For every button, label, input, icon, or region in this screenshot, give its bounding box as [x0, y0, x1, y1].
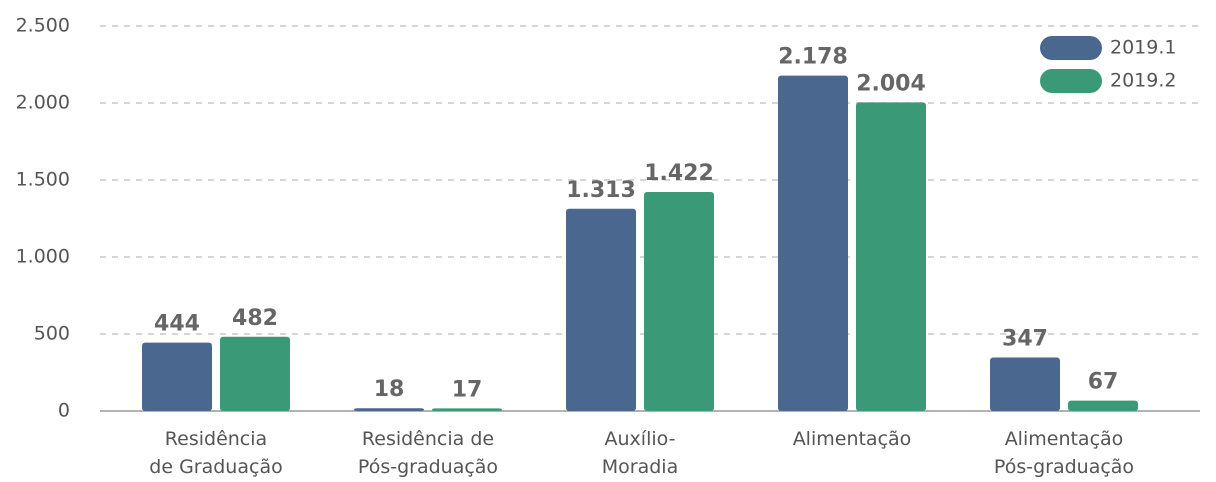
x-tick-line: Alimentação [1005, 428, 1124, 450]
bar [432, 408, 502, 411]
legend-swatch [1040, 69, 1102, 93]
y-tick-label: 500 [34, 323, 70, 345]
value-label: 17 [452, 377, 483, 402]
value-label: 1.422 [644, 161, 714, 186]
x-tick-label: Auxílio- Moradia [602, 428, 678, 478]
bar [644, 192, 714, 411]
value-label: 18 [374, 377, 405, 402]
value-label: 67 [1088, 370, 1119, 395]
legend-label: 2019.1 [1110, 37, 1176, 59]
y-tick-label: 0 [58, 400, 70, 422]
bar [1068, 400, 1138, 411]
x-tick-line: Alimentação [793, 428, 912, 450]
y-tick-label: 1.000 [16, 246, 70, 268]
bar [220, 336, 290, 411]
bar [566, 208, 636, 411]
x-tick-label: Residência de Pós-graduação [358, 428, 498, 478]
x-tick-label: Residência de Graduação [149, 428, 282, 478]
bar [778, 75, 848, 411]
x-tick-line: Auxílio- [605, 428, 676, 450]
x-tick-line: de Graduação [149, 456, 282, 478]
x-tick-line: Residência de [362, 428, 494, 450]
value-label: 2.178 [778, 45, 848, 70]
x-tick-line: Pós-graduação [358, 456, 498, 478]
bar [354, 408, 424, 411]
legend-swatch [1040, 36, 1102, 60]
x-tick-line: Moradia [602, 456, 678, 478]
x-tick-label: Alimentação [793, 428, 912, 450]
x-tick-line: Residência [165, 428, 267, 450]
x-tick-line: Pós-graduação [994, 456, 1134, 478]
legend-label: 2019.2 [1110, 70, 1176, 92]
value-label: 1.313 [566, 178, 636, 203]
bar [856, 102, 926, 411]
y-tick-label: 2.500 [16, 15, 70, 37]
value-label: 444 [154, 312, 200, 337]
y-tick-label: 1.500 [16, 169, 70, 191]
value-label: 482 [232, 306, 278, 331]
bar [990, 357, 1060, 411]
x-tick-label: Alimentação Pós-graduação [994, 428, 1134, 478]
bar [142, 342, 212, 411]
y-tick-label: 2.000 [16, 92, 70, 114]
value-label: 347 [1002, 327, 1048, 352]
value-label: 2.004 [856, 71, 926, 96]
